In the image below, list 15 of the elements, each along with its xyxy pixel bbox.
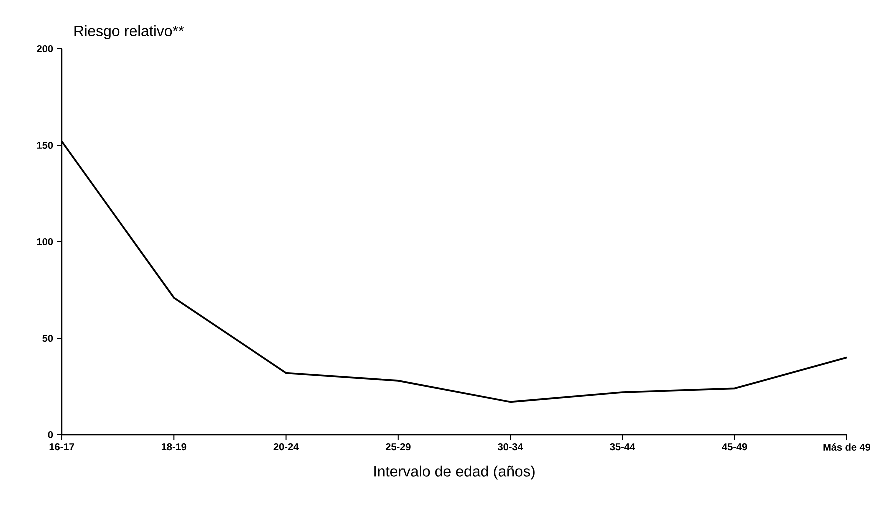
y-tick-label: 50: [42, 334, 54, 342]
x-tick-label: 20-24: [274, 444, 300, 451]
y-tick-label: 100: [37, 238, 54, 246]
y-tick-label: 150: [37, 142, 54, 150]
x-tick-label: 16-17: [50, 444, 74, 451]
x-tick-label: Más de 49: [824, 444, 871, 451]
x-tick-label: 45-49: [722, 444, 748, 451]
x-tick-label: 25-29: [386, 444, 411, 451]
y-axis-title: Riesgo relativo**: [74, 25, 184, 40]
x-tick-label: 30-34: [498, 444, 524, 451]
x-tick-label: 18-19: [162, 444, 187, 451]
y-tick-label: 0: [48, 431, 54, 439]
x-axis-title: Intervalo de edad (años): [374, 466, 535, 480]
x-tick-label: 35-44: [610, 444, 636, 451]
y-tick-label: 200: [37, 45, 54, 53]
